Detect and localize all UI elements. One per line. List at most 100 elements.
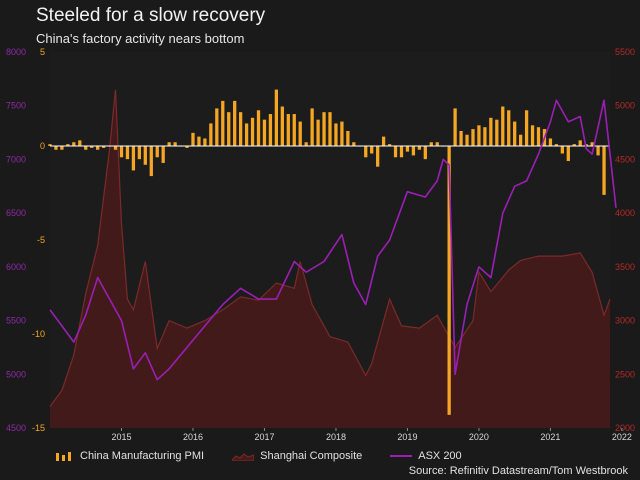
pmi-bar-2016-03 [167, 142, 171, 146]
pmi-bar-2018-05 [322, 112, 326, 146]
pmi-bar-2015-07 [119, 146, 124, 158]
pmi-bar-2022-02 [590, 142, 594, 146]
asx-tick-label-6000: 6000 [6, 262, 26, 272]
shanghai-tick-label-2000: 2000 [615, 423, 635, 433]
pmi-bar-2014-10 [66, 144, 70, 146]
pmi-bar-2017-02 [233, 100, 237, 146]
pmi-bar-2019-09 [417, 146, 421, 150]
pmi-bar-2022-04 [602, 146, 606, 195]
pmi-bar-2021-01 [513, 121, 517, 146]
chart-title: Steeled for a slow recovery [36, 5, 266, 26]
pmi-bar-2021-12 [578, 140, 582, 146]
pmi-bar-2017-04 [244, 123, 249, 146]
pmi-bar-2015-06 [113, 146, 118, 150]
pmi-bar-2016-08 [197, 136, 201, 146]
pmi-bar-2017-11 [286, 114, 290, 146]
pmi-bar-2017-05 [250, 117, 255, 146]
pmi-bar-2015-10 [137, 146, 141, 160]
pmi-bar-2020-12 [507, 110, 511, 146]
pmi-bar-2020-10 [495, 119, 499, 146]
x-tick-label-2017: 2017 [254, 432, 274, 442]
pmi-bar-2016-07 [191, 132, 195, 146]
x-tick-label-2015: 2015 [111, 432, 131, 442]
pmi-bar-2021-04 [530, 125, 535, 146]
pmi-bar-2018-09 [346, 130, 350, 146]
shanghai-tick-label-4500: 4500 [615, 154, 635, 164]
x-tick-label-2021: 2021 [540, 432, 560, 442]
x-tick-label-2018: 2018 [326, 432, 346, 442]
pmi-bar-2020-03 [453, 108, 457, 146]
pmi-bar-2018-08 [340, 121, 344, 146]
pmi-bar-2018-04 [316, 119, 320, 146]
x-tick-label-2016: 2016 [183, 432, 203, 442]
legend-label-asx: ASX 200 [418, 450, 462, 462]
pmi-bar-2017-01 [227, 112, 231, 146]
pmi-bar-2021-10 [566, 146, 570, 162]
shanghai-tick-label-5500: 5500 [615, 47, 635, 57]
pmi-bar-2021-09 [560, 146, 564, 154]
pmi-bar-2015-02 [90, 146, 94, 148]
shanghai-tick-label-5000: 5000 [615, 101, 635, 111]
pmi-bar-2018-06 [328, 112, 332, 146]
pmi-bar-2016-02 [161, 146, 165, 163]
pmi-bar-2015-11 [143, 146, 147, 165]
pmi-bar-2017-12 [292, 114, 296, 146]
pmi-bar-2021-05 [536, 127, 541, 146]
chart-legend: China Manufacturing PMI Shanghai Composi… [56, 449, 490, 463]
pmi-bar-2021-08 [554, 144, 559, 146]
asx-tick-label-7000: 7000 [6, 154, 26, 164]
x-tick-label-2022: 2022 [612, 432, 632, 442]
pmi-bar-2018-07 [334, 123, 338, 146]
shanghai-line [49, 89, 611, 407]
shanghai-tick-label-3000: 3000 [615, 316, 635, 326]
pmi-bar-2019-10 [423, 146, 427, 160]
pmi-tick-label--15: -15 [32, 423, 45, 433]
pmi-bar-2020-11 [501, 106, 505, 146]
pmi-bar-2020-02 [447, 146, 451, 415]
pmi-bar-2019-12 [435, 142, 439, 146]
pmi-bar-2018-12 [364, 146, 368, 158]
chart-source: Source: Refinitiv Datastream/Tom Westbro… [408, 465, 628, 477]
pmi-bar-2017-06 [256, 110, 261, 146]
pmi-bar-2021-03 [524, 110, 529, 146]
legend-item-shanghai: Shanghai Composite [232, 450, 362, 462]
pmi-bar-2020-08 [483, 127, 487, 146]
pmi-tick-label-5: 5 [40, 47, 45, 57]
pmi-bar-2015-01 [84, 146, 88, 150]
pmi-bar-2020-06 [471, 129, 475, 146]
pmi-bar-2018-10 [352, 142, 356, 146]
legend-item-pmi: China Manufacturing PMI [56, 450, 204, 462]
legend-label-shanghai: Shanghai Composite [260, 450, 363, 462]
legend-item-asx: ASX 200 [390, 450, 462, 462]
x-tick-label-2020: 2020 [469, 432, 489, 442]
pmi-bar-2016-11 [215, 108, 219, 146]
pmi-bar-2015-03 [96, 146, 100, 150]
asx-tick-label-7500: 7500 [6, 101, 26, 111]
pmi-bar-2019-08 [411, 146, 416, 156]
legend-swatch-asx [390, 455, 413, 457]
pmi-bar-2021-11 [572, 144, 576, 146]
pmi-bar-2018-02 [304, 142, 308, 146]
pmi-bar-2016-01 [155, 146, 159, 158]
pmi-bar-2015-08 [125, 146, 130, 160]
asx-tick-label-6500: 6500 [6, 208, 26, 218]
pmi-bar-2018-01 [298, 121, 302, 146]
pmi-bar-2016-09 [203, 138, 207, 146]
pmi-bar-2019-04 [387, 144, 392, 146]
chart-subtitle: China's factory activity nears bottom [36, 31, 245, 46]
pmi-bar-2019-06 [399, 146, 404, 158]
shanghai-tick-label-3500: 3500 [615, 262, 635, 272]
pmi-bar-2017-03 [239, 112, 243, 146]
pmi-bar-2020-09 [489, 117, 493, 146]
pmi-bar-2018-03 [310, 108, 314, 146]
asx-tick-label-5500: 5500 [6, 316, 26, 326]
pmi-tick-label--10: -10 [32, 329, 45, 339]
pmi-bar-2020-04 [459, 130, 463, 146]
pmi-tick-label--5: -5 [37, 235, 45, 245]
pmi-bar-2017-07 [262, 119, 267, 146]
asx-tick-label-5000: 5000 [6, 369, 26, 379]
pmi-bar-2020-07 [477, 125, 481, 146]
pmi-bar-2019-05 [393, 146, 398, 158]
legend-swatch-pmi [56, 452, 71, 461]
